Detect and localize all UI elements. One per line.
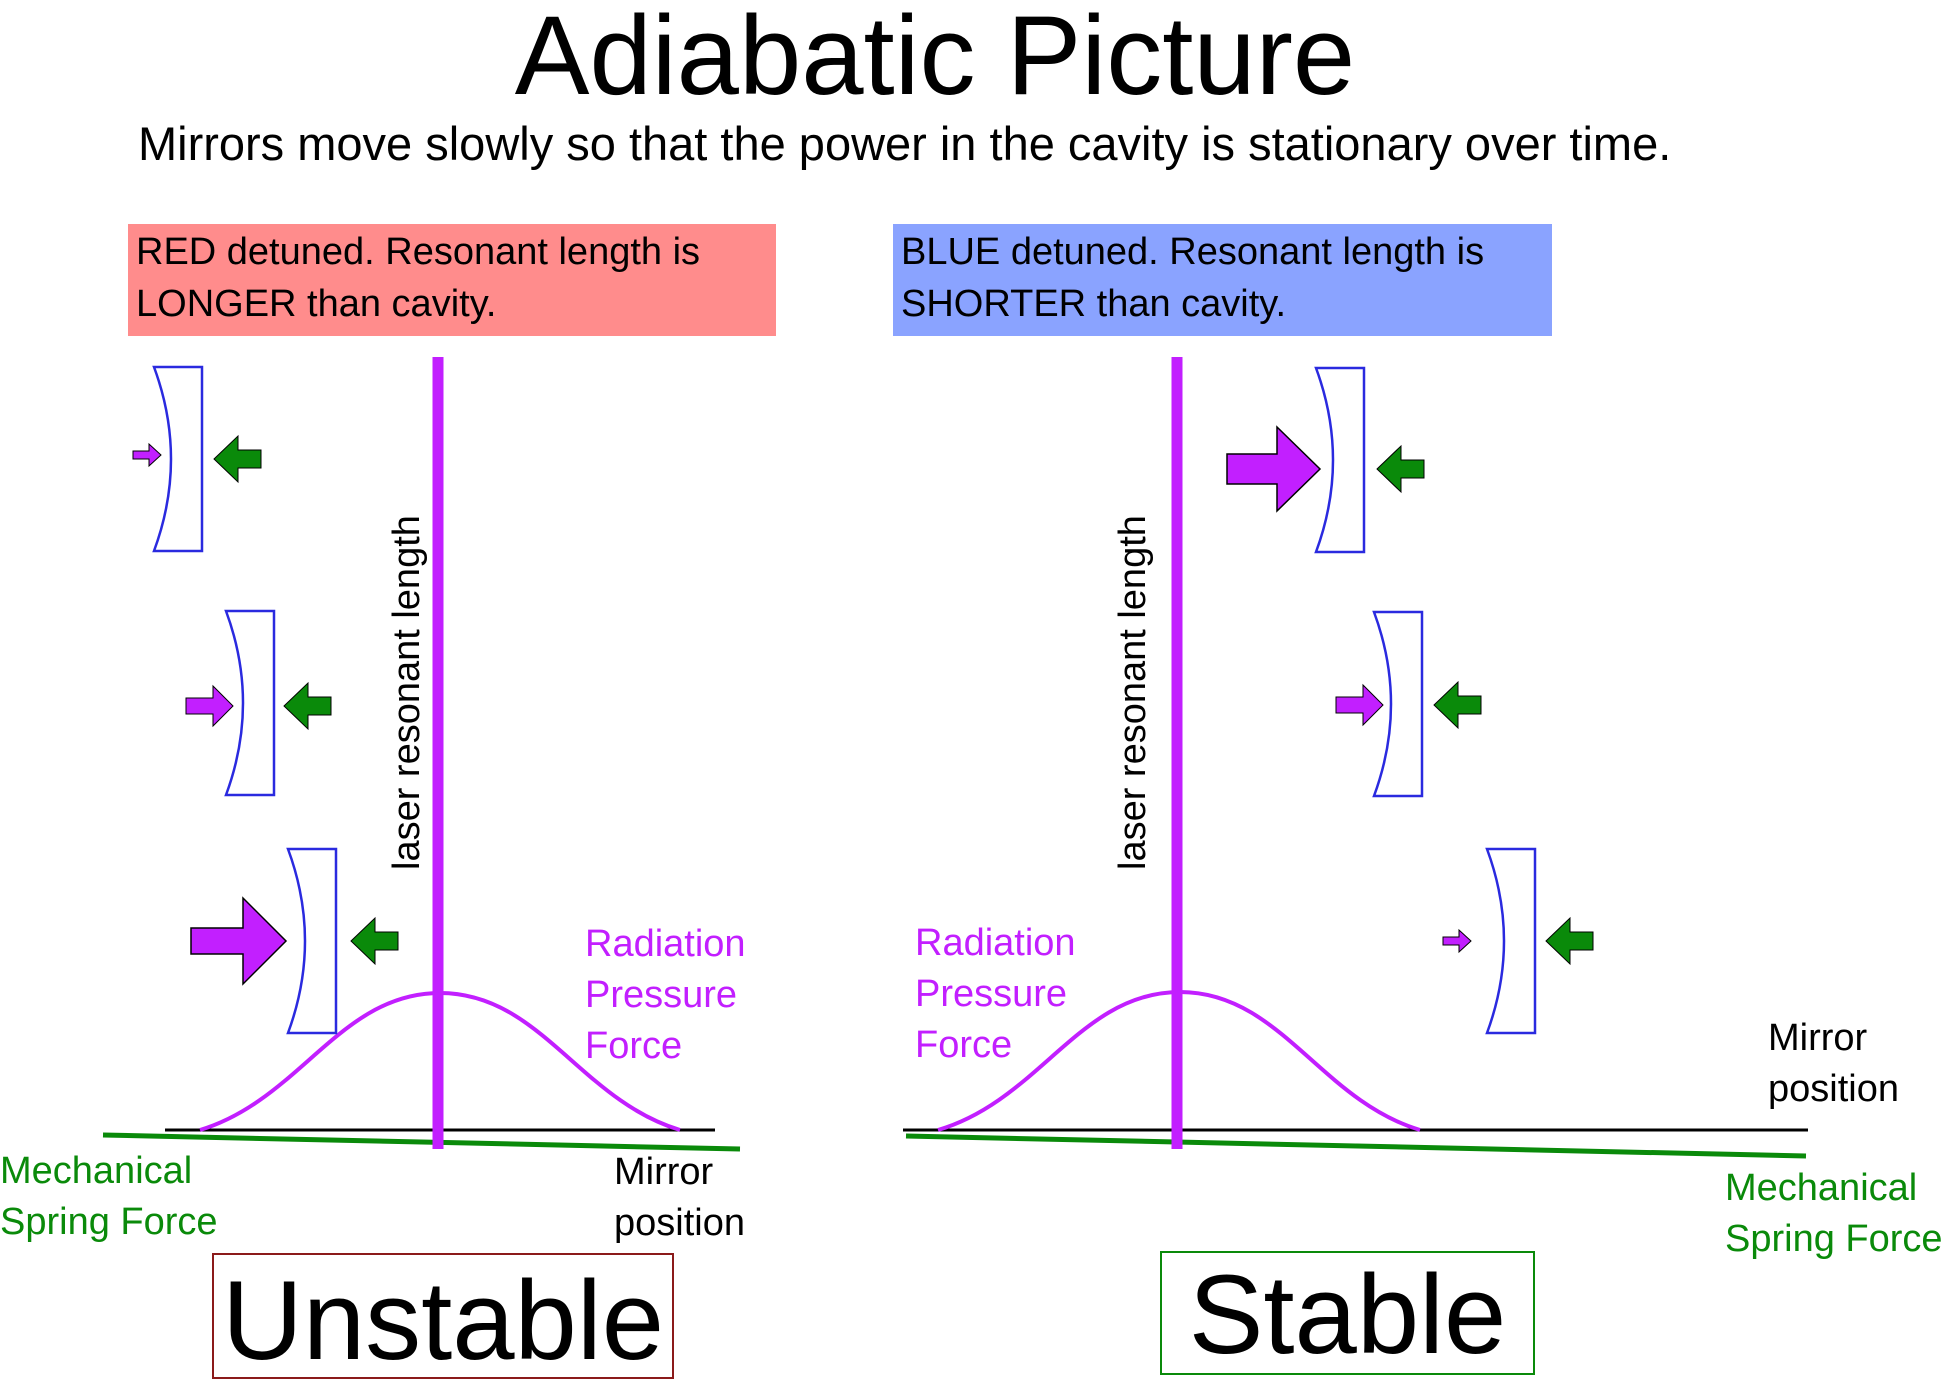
radiation-pressure-arrow-icon (1335, 683, 1384, 727)
right-resonant-length-label: laser resonant length (1112, 515, 1154, 870)
left-spring-line-1: Mechanical (0, 1150, 193, 1192)
blue-detuned-header: BLUE detuned. Resonant length is SHORTER… (893, 224, 1552, 336)
red-header-line-2: LONGER than cavity. (136, 283, 497, 325)
spring-force-arrow-icon (213, 434, 262, 484)
right-mirror-position-label: Mirror position (1768, 1013, 1899, 1115)
left-spring-force-label: Mechanical Spring Force (0, 1146, 218, 1248)
unstable-verdict: Unstable (212, 1253, 674, 1379)
stable-verdict: Stable (1160, 1251, 1535, 1375)
spring-force-arrow-icon (1433, 680, 1482, 730)
right-spring-force-line (905, 1133, 1807, 1159)
page-title: Adiabatic Picture (514, 0, 1356, 118)
red-header-line-1: RED detuned. Resonant length is (136, 231, 701, 273)
spring-force-arrow-icon (1545, 916, 1594, 966)
right-panel-graphics (903, 357, 1808, 1159)
red-detuned-header: RED detuned. Resonant length is LONGER t… (128, 224, 776, 336)
right-radiation-line-2: Pressure (915, 973, 1068, 1015)
right-spring-line-2: Spring Force (1725, 1218, 1943, 1260)
concave-mirror-icon (1372, 610, 1424, 798)
left-radiation-line-3: Force (585, 1025, 683, 1067)
left-radiation-line-1: Radiation (585, 923, 746, 965)
radiation-pressure-arrow-icon (185, 684, 234, 728)
right-spring-force-label: Mechanical Spring Force (1725, 1163, 1943, 1265)
radiation-pressure-arrow-icon (190, 896, 288, 986)
right-radiation-line-1: Radiation (915, 922, 1076, 964)
blue-header-line-1: BLUE detuned. Resonant length is (901, 231, 1485, 273)
left-spring-line-2: Spring Force (0, 1201, 218, 1243)
concave-mirror-icon (152, 365, 204, 553)
left-radiation-pressure-label: Radiation Pressure Force (585, 919, 746, 1072)
concave-mirror-icon (224, 609, 276, 797)
left-radiation-line-2: Pressure (585, 974, 738, 1016)
concave-mirror-icon (1485, 847, 1537, 1035)
left-spring-force-line (102, 1132, 741, 1152)
right-radiation-line-3: Force (915, 1024, 1013, 1066)
spring-force-arrow-icon (283, 681, 332, 731)
radiation-pressure-arrow-icon (132, 442, 162, 468)
left-position-line-1: Mirror (614, 1151, 714, 1193)
left-mirror-position-label: Mirror position (614, 1147, 745, 1249)
concave-mirror-icon (286, 847, 338, 1035)
radiation-pressure-arrow-icon (1226, 425, 1322, 513)
right-radiation-pressure-label: Radiation Pressure Force (915, 918, 1076, 1071)
radiation-pressure-arrow-icon (1442, 928, 1472, 954)
right-position-line-1: Mirror (1768, 1017, 1868, 1059)
left-position-line-2: position (614, 1202, 745, 1244)
blue-header-line-2: SHORTER than cavity. (901, 283, 1287, 325)
spring-force-arrow-icon (1376, 444, 1425, 494)
left-resonant-length-label: laser resonant length (386, 515, 428, 870)
concave-mirror-icon (1314, 366, 1366, 554)
spring-force-arrow-icon (350, 916, 399, 966)
page-subtitle: Mirrors move slowly so that the power in… (138, 117, 1672, 170)
right-position-line-2: position (1768, 1068, 1899, 1110)
left-panel-graphics (102, 357, 741, 1152)
right-spring-line-1: Mechanical (1725, 1167, 1918, 1209)
